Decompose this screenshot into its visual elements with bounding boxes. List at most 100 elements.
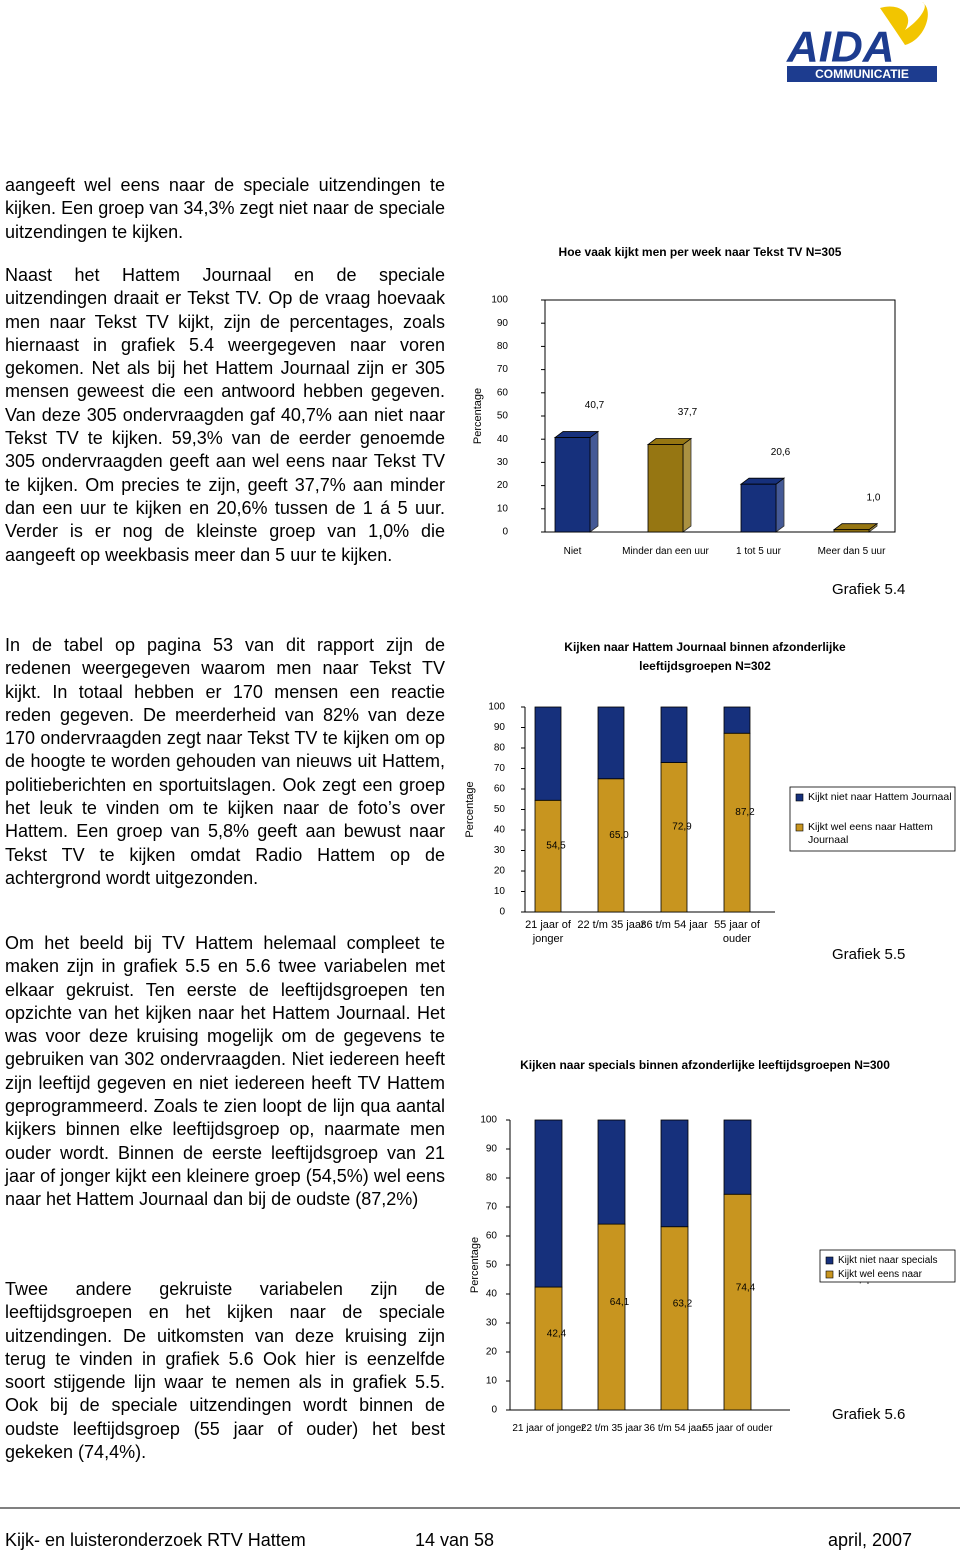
bar-segment	[597, 1119, 626, 1225]
logo: AIDA COMMUNICATIE	[786, 2, 937, 82]
legend-label-box: Kijkt niet naar Hattem Journaal	[808, 791, 952, 803]
y-tick-label: 100	[480, 1115, 497, 1126]
y-tick-label: 50	[486, 1260, 498, 1271]
y-tick-label: 10	[494, 886, 506, 897]
x-tick-label: 22 t/m 35 jaar	[580, 1423, 643, 1434]
y-tick-label: 50	[497, 411, 509, 422]
footer-left: Kijk- en luisteronderzoek RTV Hattem	[5, 1530, 306, 1550]
y-tick-label: 30	[497, 457, 509, 468]
x-tick-label: 55 jaar of ouder	[714, 919, 760, 945]
y-tick-label: 80	[497, 341, 509, 352]
x-tick-label: 36 t/m 54 jaar	[640, 919, 708, 931]
legend-swatch	[825, 1270, 834, 1279]
chart-title-box: Hoe vaak kijkt men per week naar Tekst T…	[558, 245, 842, 259]
y-tick-label: 90	[494, 722, 506, 733]
bar-segment	[534, 706, 562, 801]
value-label: 42,4	[547, 1329, 567, 1340]
bar-segment	[723, 706, 751, 734]
bar-side	[589, 430, 599, 533]
footer-center: 14 van 58	[415, 1530, 495, 1550]
x-tick-label: 36 t/m 54 jaar	[643, 1423, 706, 1434]
y-tick-label: 10	[497, 503, 509, 514]
y-tick-label: 0	[499, 907, 505, 918]
chart-title: Hoe vaak kijkt men per week naar Tekst T…	[558, 245, 842, 259]
bar-segment	[597, 1223, 626, 1411]
y-tick-label: 60	[497, 387, 509, 398]
value-label: 74,4	[736, 1282, 756, 1293]
y-axis-label: Percentage	[472, 388, 484, 444]
y-tick-label: 80	[486, 1173, 498, 1184]
legend-swatch	[825, 1256, 834, 1265]
legend-frame	[819, 1249, 956, 1283]
y-tick-label: 40	[497, 434, 509, 445]
value-label: 54,5	[546, 841, 566, 852]
bar-segment	[597, 778, 625, 913]
x-tick-label: 21 jaar of jonger	[512, 1423, 585, 1434]
logo-swoosh	[880, 2, 928, 45]
bar-segment	[660, 1226, 689, 1411]
y-tick-label: 30	[486, 1318, 498, 1329]
bar-segment	[660, 762, 688, 913]
bar-segment	[534, 1119, 563, 1288]
bar-top	[553, 431, 600, 438]
y-tick-label: 0	[502, 527, 508, 538]
y-tick-label: 70	[486, 1202, 498, 1213]
x-tick-label: 22 t/m 35 jaar	[577, 919, 645, 931]
x-tick-label-box: 21 jaar of jonger	[525, 919, 571, 945]
chart-title-box: Kijken naar specials binnen afzonderlijk…	[520, 1058, 890, 1072]
bar	[833, 529, 870, 533]
chart-caption: Grafiek 5.6	[832, 1406, 905, 1423]
legend-swatch	[795, 793, 804, 802]
y-tick-label: 10	[486, 1376, 498, 1387]
value-label: 1,0	[867, 492, 881, 503]
y-tick-label: 90	[486, 1144, 498, 1155]
logo-name: AIDA	[786, 23, 895, 72]
value-label: 40,7	[585, 400, 605, 411]
y-axis-label: Percentage	[469, 1237, 481, 1293]
value-label: 20,6	[771, 447, 791, 458]
y-tick-label: 20	[494, 866, 506, 877]
legend-label: Kijkt niet naar Hattem Journaal	[808, 791, 952, 803]
x-tick-label-box: 1 tot 5 uur	[735, 546, 782, 557]
y-tick-label: 60	[486, 1231, 498, 1242]
value-label: 63,2	[673, 1299, 693, 1310]
y-tick-label: 100	[491, 295, 508, 306]
y-tick-label: 70	[494, 763, 506, 774]
value-label: 64,1	[610, 1297, 630, 1308]
legend-label-box: Kijkt niet naar specials	[838, 1255, 938, 1266]
bar	[740, 483, 777, 533]
x-tick-label: Minder dan een uur	[622, 546, 709, 557]
x-tick-label: Niet	[563, 546, 582, 557]
value-label: 72,9	[672, 822, 692, 833]
x-tick-label: 1 tot 5 uur	[735, 546, 782, 557]
x-tick-label-box: 55 jaar of ouder	[714, 919, 760, 945]
chart-caption: Grafiek 5.4	[832, 581, 905, 598]
bar-side	[775, 477, 785, 533]
y-tick-label: 70	[497, 364, 509, 375]
value-label: 37,7	[678, 407, 698, 418]
y-tick-label: 40	[494, 825, 506, 836]
logo-band	[787, 66, 937, 82]
legend-label: Kijkt wel eens naar Hattem Journaal	[808, 821, 933, 846]
paragraph: Twee andere gekruiste variabelen zijn de…	[5, 1279, 445, 1463]
bar-side	[682, 437, 692, 533]
y-tick-label: 40	[486, 1289, 498, 1300]
chart-title-box: Kijken naar Hattem Journaal binnen afzon…	[564, 640, 845, 673]
y-tick-label: 90	[497, 318, 509, 329]
paragraph: Om het beeld bij TV Hattem helemaal comp…	[5, 933, 445, 1210]
x-tick-label-box: Meer dan 5 uur	[817, 546, 886, 557]
value-label: 87,2	[735, 807, 755, 818]
x-tick-label-box: 22 t/m 35 jaar	[577, 919, 645, 931]
legend-label-box: Kijkt wel eens naar specials	[838, 1269, 922, 1284]
bar-segment	[660, 706, 688, 763]
x-tick-label: Meer dan 5 uur	[817, 546, 886, 557]
legend-label: Kijkt niet naar specials	[838, 1255, 938, 1266]
x-tick-label-box: 21 jaar of jonger	[512, 1423, 585, 1434]
legend-label-box: Kijkt wel eens naar Hattem Journaal	[808, 821, 933, 846]
x-tick-label-box: Niet	[563, 546, 582, 557]
paragraph: aangeeft wel eens naar de speciale uitze…	[5, 175, 445, 242]
paragraph: In de tabel op pagina 53 van dit rapport…	[5, 635, 445, 888]
y-tick-label: 50	[494, 804, 506, 815]
